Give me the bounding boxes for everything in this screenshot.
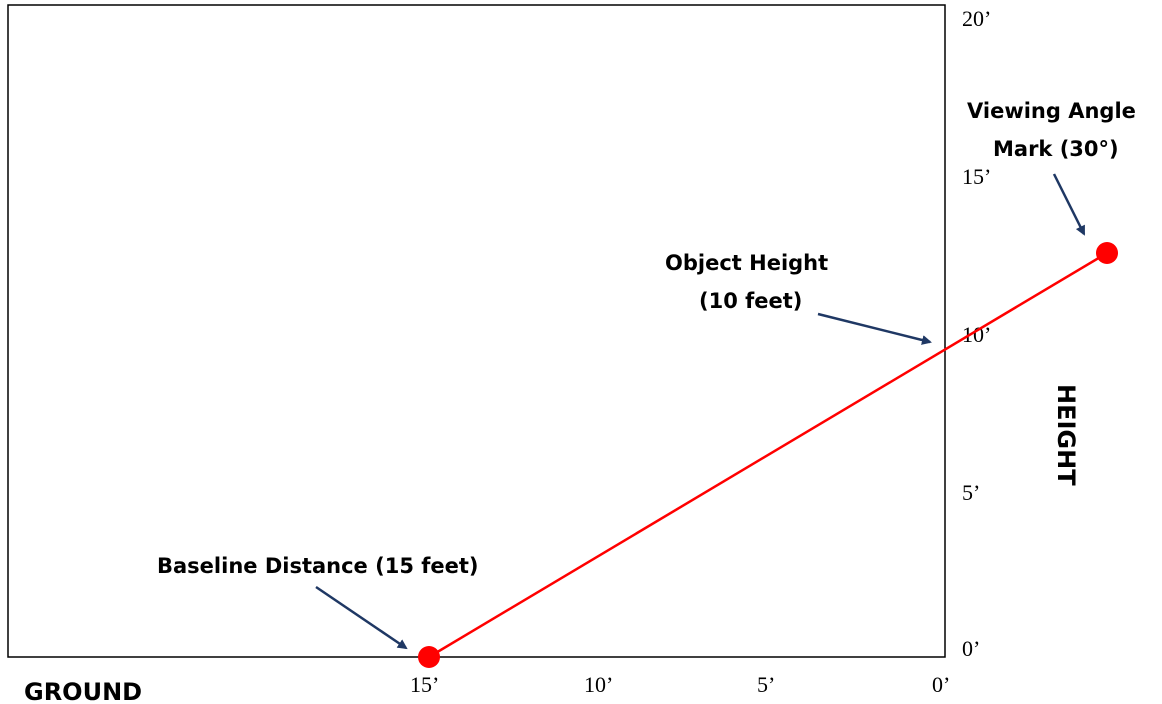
viewing-angle-arrow [1052,173,1086,236]
height-axis-label: HEIGHT [1052,384,1080,486]
sight-line [428,251,1108,659]
baseline-point [418,646,440,668]
height-tick-15: 15’ [962,164,991,189]
object-height-annotation-line1: Object Height [665,251,828,275]
plot-frame [7,4,946,658]
viewing-angle-point [1096,242,1118,264]
ground-tick-15: 15’ [410,672,439,697]
viewing-angle-annotation-line1: Viewing Angle [967,99,1136,123]
baseline-arrow [315,585,408,650]
ground-tick-10: 10’ [584,672,613,697]
viewing-angle-annotation-line2: Mark (30°) [993,137,1119,161]
height-tick-5: 5’ [962,480,980,505]
height-tick-20: 20’ [962,6,991,31]
ground-axis-label: GROUND [24,678,142,704]
ground-tick-0: 0’ [932,672,950,697]
height-tick-0: 0’ [962,636,980,661]
object-height-annotation-line2: (10 feet) [699,289,802,313]
ground-tick-5: 5’ [757,672,775,697]
baseline-annotation: Baseline Distance (15 feet) [157,554,479,578]
object-height-arrow [817,312,932,345]
